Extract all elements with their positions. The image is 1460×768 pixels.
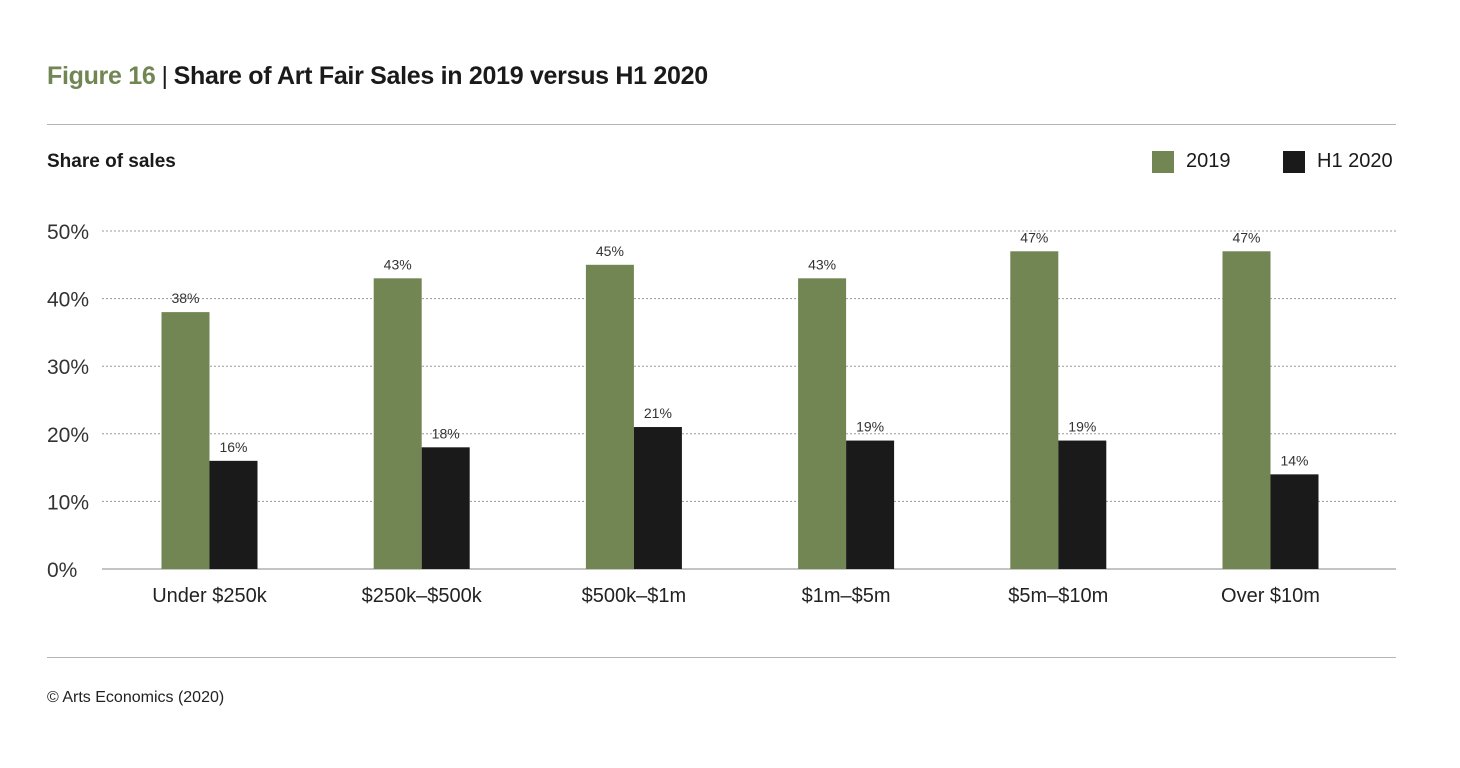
legend-swatch-2019 <box>1152 150 1174 173</box>
legend-swatch-h1-2020 <box>1283 150 1305 173</box>
legend-label-h1-2020: H1 2020 <box>1317 150 1393 172</box>
data-label: 14% <box>1280 452 1308 468</box>
copyright: © Arts Economics (2020) <box>47 689 225 706</box>
bar-h1-2020 <box>421 447 470 569</box>
bar-h1-2020 <box>1058 440 1107 569</box>
bar-2019 <box>585 264 634 569</box>
data-label: 38% <box>171 290 199 306</box>
y-tick-label: 0% <box>47 559 77 582</box>
title-separator: | <box>161 62 168 90</box>
data-label: 19% <box>1068 419 1096 435</box>
x-tick-label: Over $10m <box>1221 585 1320 607</box>
data-label: 21% <box>644 405 672 421</box>
data-label: 19% <box>856 419 884 435</box>
chart-title-text: Share of Art Fair Sales in 2019 versus H… <box>173 62 708 90</box>
bar-h1-2020 <box>846 440 895 569</box>
bar-h1-2020 <box>1270 474 1319 569</box>
top-divider <box>47 124 1396 125</box>
data-label: 43% <box>808 256 836 272</box>
bar-2019 <box>161 312 210 569</box>
y-tick-label: 50% <box>47 221 89 244</box>
chart-title: Figure 16 | Share of Art Fair Sales in 201… <box>47 62 708 91</box>
y-axis-label: Share of sales <box>47 151 176 172</box>
x-tick-label: $500k–$1m <box>582 585 687 607</box>
data-label: 18% <box>432 425 460 441</box>
bar-2019 <box>1010 251 1059 569</box>
x-tick-label: $250k–$500k <box>362 585 483 607</box>
bar-h1-2020 <box>633 427 682 569</box>
bottom-divider <box>47 657 1396 658</box>
data-label: 16% <box>219 439 247 455</box>
bar-2019 <box>1222 251 1271 569</box>
data-label: 47% <box>1020 229 1048 245</box>
data-label: 43% <box>384 256 412 272</box>
y-tick-label: 10% <box>47 491 89 514</box>
bar-2019 <box>373 278 422 569</box>
y-tick-label: 40% <box>47 289 89 312</box>
bar-h1-2020 <box>209 460 258 569</box>
x-tick-label: $5m–$10m <box>1008 585 1108 607</box>
y-tick-label: 20% <box>47 424 89 447</box>
legend-item-2019: 2019 <box>1152 150 1231 173</box>
legend-label-2019: 2019 <box>1186 150 1231 172</box>
data-label: 47% <box>1232 229 1260 245</box>
figure-label: Figure 16 <box>47 62 156 90</box>
x-tick-label: Under $250k <box>152 585 268 607</box>
legend-item-h1-2020: H1 2020 <box>1283 150 1393 173</box>
bar-2019 <box>798 278 847 569</box>
y-tick-label: 30% <box>47 356 89 379</box>
x-tick-label: $1m–$5m <box>802 585 891 607</box>
data-label: 45% <box>596 243 624 259</box>
